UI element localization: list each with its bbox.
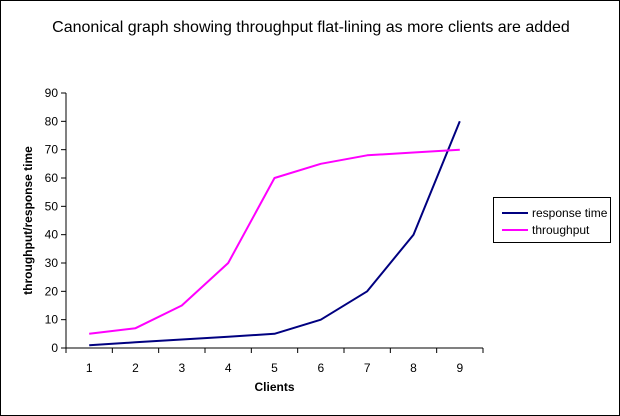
x-tick-label: 8 — [410, 361, 417, 375]
y-axis-title: throughput/response time — [21, 146, 35, 295]
axes: 0 10 20 30 40 50 60 70 80 90 1 2 3 4 5 6 7 8 9 — [45, 86, 484, 375]
y-tick-label: 10 — [45, 313, 59, 327]
legend-label-response-time: response time — [532, 205, 608, 220]
series-line-throughput — [89, 148, 460, 335]
x-tick-label: 6 — [317, 361, 324, 375]
x-tick-label: 2 — [132, 361, 139, 375]
x-axis-title: Clients — [254, 380, 294, 394]
y-tick-label: 50 — [45, 199, 59, 213]
x-tick-label: 4 — [225, 361, 232, 375]
y-tick-label: 70 — [45, 143, 59, 157]
legend-label-throughput: throughput — [532, 222, 590, 237]
chart-title: Canonical graph showing throughput flat-… — [52, 19, 570, 36]
series-lines — [89, 120, 461, 347]
y-tick-label: 20 — [45, 284, 59, 298]
y-tick-label: 40 — [45, 228, 59, 242]
y-tick-label: 80 — [45, 114, 59, 128]
x-tick-label: 9 — [456, 361, 463, 375]
legend: response time throughput — [493, 197, 611, 243]
y-tick-label: 0 — [51, 341, 58, 355]
x-tick-label: 5 — [271, 361, 278, 375]
legend-item-throughput: throughput — [502, 221, 610, 238]
x-tick-label: 1 — [86, 361, 93, 375]
y-tick-label: 90 — [45, 86, 59, 100]
x-tick-label: 7 — [364, 361, 371, 375]
y-tick-label: 30 — [45, 256, 59, 270]
legend-swatch-response-time — [502, 211, 528, 214]
y-tick-label: 60 — [45, 171, 59, 185]
legend-swatch-throughput — [502, 228, 528, 231]
legend-item-response-time: response time — [502, 204, 610, 221]
series-line-response-time — [89, 120, 461, 347]
x-tick-label: 3 — [178, 361, 185, 375]
